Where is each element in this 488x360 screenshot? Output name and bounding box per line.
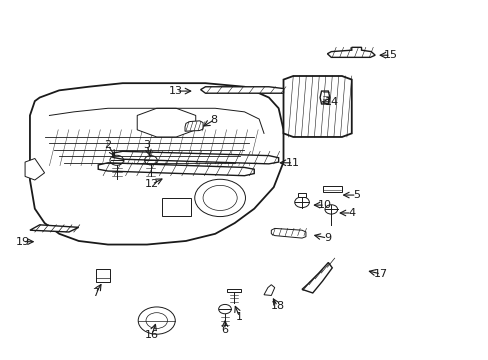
- Text: 8: 8: [210, 115, 217, 125]
- Text: 6: 6: [221, 325, 228, 335]
- Circle shape: [194, 179, 245, 217]
- Polygon shape: [271, 228, 305, 238]
- Text: 18: 18: [270, 301, 284, 311]
- FancyBboxPatch shape: [161, 198, 190, 216]
- Polygon shape: [30, 83, 283, 244]
- Text: 10: 10: [317, 200, 331, 210]
- Polygon shape: [30, 225, 79, 232]
- Text: 5: 5: [352, 190, 360, 200]
- Text: 16: 16: [144, 330, 159, 340]
- Text: 2: 2: [104, 140, 111, 150]
- Polygon shape: [137, 108, 195, 137]
- FancyBboxPatch shape: [298, 193, 305, 197]
- Text: 1: 1: [236, 312, 243, 322]
- Polygon shape: [200, 87, 283, 93]
- Text: 13: 13: [169, 86, 183, 96]
- Polygon shape: [283, 76, 351, 137]
- Text: 17: 17: [373, 269, 387, 279]
- Polygon shape: [327, 47, 374, 57]
- Text: 11: 11: [285, 158, 300, 168]
- Polygon shape: [320, 91, 329, 104]
- Polygon shape: [184, 121, 203, 131]
- Text: 14: 14: [325, 97, 339, 107]
- Text: 15: 15: [383, 50, 397, 60]
- Polygon shape: [98, 163, 254, 176]
- Text: 3: 3: [143, 140, 150, 150]
- FancyBboxPatch shape: [96, 269, 110, 282]
- Text: 7: 7: [92, 288, 99, 298]
- Text: 9: 9: [323, 233, 330, 243]
- Polygon shape: [302, 262, 331, 293]
- Polygon shape: [113, 151, 278, 164]
- Text: 12: 12: [144, 179, 159, 189]
- Polygon shape: [25, 158, 44, 180]
- Circle shape: [138, 307, 175, 334]
- Text: 19: 19: [16, 237, 30, 247]
- Text: 4: 4: [347, 208, 355, 218]
- FancyBboxPatch shape: [322, 186, 341, 192]
- FancyBboxPatch shape: [226, 289, 240, 292]
- Polygon shape: [264, 285, 274, 296]
